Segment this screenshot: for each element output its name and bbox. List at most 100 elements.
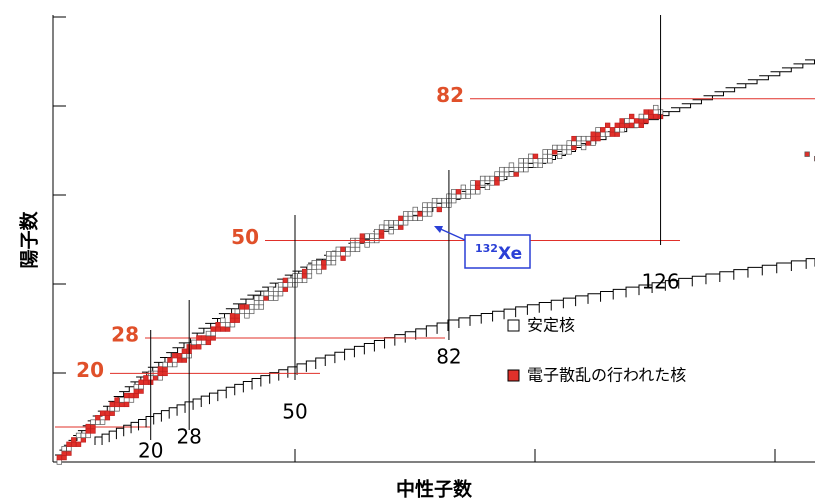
proton-magic-label: 20 <box>76 358 104 382</box>
nucleus <box>330 251 337 257</box>
nucleus <box>234 308 240 315</box>
nucleus <box>503 171 510 177</box>
nucleus <box>479 175 486 182</box>
nucleus <box>133 388 139 394</box>
nucleus <box>229 317 236 323</box>
nucleus <box>619 118 625 124</box>
nucleus <box>181 348 188 354</box>
nucleus <box>489 180 495 186</box>
nucleus <box>215 326 221 332</box>
y-axis-label: 陽子数 <box>18 211 41 269</box>
nucleus <box>595 135 601 142</box>
nucleus <box>66 450 72 456</box>
nucleus <box>61 450 67 456</box>
nucleus <box>268 295 274 301</box>
nucleus <box>547 149 553 155</box>
nucleus <box>417 215 423 222</box>
nucleus <box>253 299 260 306</box>
nucleus <box>374 233 380 239</box>
nucleus <box>600 127 606 133</box>
nucleus <box>239 304 245 310</box>
nucleus <box>167 361 173 368</box>
nucleus <box>393 224 399 230</box>
nucleus <box>263 291 269 297</box>
nucleus <box>316 260 322 266</box>
nucleus <box>316 268 322 275</box>
nucleus <box>518 166 524 173</box>
nucleus <box>234 313 240 319</box>
nucleus <box>109 401 115 408</box>
nucleus <box>378 233 385 239</box>
nucleus <box>580 135 587 142</box>
nucleus <box>90 428 96 434</box>
nucleus <box>244 313 250 319</box>
nucleus <box>306 268 313 275</box>
nucleus <box>523 166 529 173</box>
nucleus <box>537 162 543 168</box>
nucleus <box>378 228 385 235</box>
nucleus <box>172 353 178 359</box>
nucleus <box>258 299 264 306</box>
nucleus <box>513 166 519 173</box>
nucleus <box>109 410 115 416</box>
legend-text: 安定核 <box>527 316 575 335</box>
nucleus <box>638 118 644 124</box>
nucleus <box>422 202 428 208</box>
nucleus <box>287 282 293 288</box>
nucleus <box>475 189 481 195</box>
neutron-magic-label: 50 <box>282 400 307 424</box>
nucleus <box>172 361 178 368</box>
nucleus <box>576 140 582 146</box>
nucleus <box>220 317 226 323</box>
nucleus <box>297 273 303 279</box>
nucleus <box>114 401 120 408</box>
nucleus <box>85 432 91 439</box>
nucleus <box>455 189 462 195</box>
nucleus <box>388 220 394 226</box>
nucleus <box>196 344 202 350</box>
nucleus <box>152 375 159 381</box>
nucleus <box>609 131 616 137</box>
nucleus <box>104 410 111 416</box>
drip-lines <box>55 59 815 456</box>
nucleus <box>215 322 221 328</box>
nucleus <box>402 220 409 226</box>
nucleus <box>75 432 82 439</box>
nucleus <box>210 330 216 337</box>
nucleus <box>90 419 96 425</box>
nucleus <box>282 282 289 288</box>
nucleus <box>648 113 654 120</box>
nucleus <box>123 392 130 399</box>
nucleus <box>273 291 279 297</box>
nucleus <box>475 184 481 190</box>
nucleus <box>643 109 649 115</box>
nucleus <box>427 211 433 217</box>
legend-swatch <box>507 319 520 332</box>
nucleus <box>614 127 620 133</box>
nucleus <box>330 255 337 261</box>
nucleus <box>200 339 207 346</box>
nucleus <box>311 260 317 266</box>
nucleus <box>191 344 197 350</box>
nucleus <box>85 423 91 430</box>
nucleus <box>407 215 414 222</box>
nucleus <box>629 122 635 128</box>
nucleus <box>561 149 568 155</box>
nucleus <box>114 406 120 412</box>
nucleus <box>229 322 236 328</box>
nucleus <box>393 220 399 226</box>
nucleus <box>143 375 149 381</box>
nucleus <box>494 171 500 177</box>
nucleus <box>465 189 471 195</box>
nucleus <box>600 131 606 137</box>
nucleus <box>532 153 539 159</box>
nucleus <box>648 109 654 115</box>
nucleus <box>422 211 428 217</box>
nucleus <box>123 401 130 408</box>
nucleus <box>470 184 476 190</box>
nucleus <box>542 158 548 164</box>
nucleus <box>119 397 125 403</box>
nucleus <box>321 264 327 270</box>
nucleus <box>335 251 341 257</box>
nucleus <box>277 291 284 297</box>
